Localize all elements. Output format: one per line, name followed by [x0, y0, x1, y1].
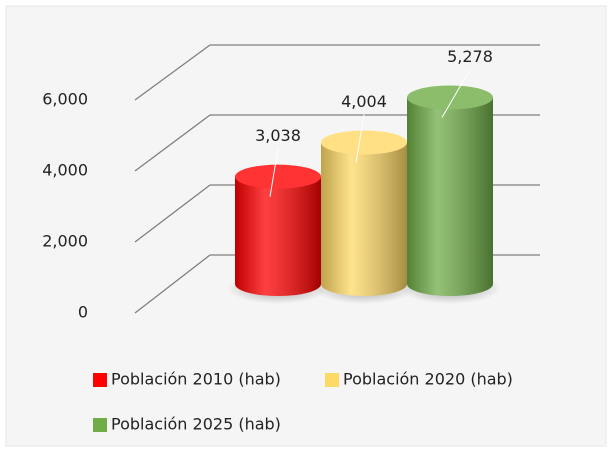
grid-line: [134, 44, 211, 101]
leader-line: [269, 148, 279, 197]
legend-label: Población 2025 (hab): [111, 415, 281, 434]
legend-swatch: [93, 373, 107, 387]
legend-label: Población 2010 (hab): [111, 370, 281, 389]
data-label: 5,278: [447, 47, 493, 66]
leader-line: [355, 114, 365, 163]
bar-top-highlight: [321, 130, 407, 155]
bar-top-highlight: [235, 164, 321, 189]
bar-shading: [235, 176, 321, 296]
legend-swatch: [325, 373, 339, 387]
bar-top-highlight: [407, 85, 493, 110]
bar-top: [235, 164, 321, 189]
grid-line: [134, 114, 211, 172]
legend-swatch: [93, 418, 107, 432]
legend-label: Población 2020 (hab): [343, 370, 513, 389]
bar-top: [407, 85, 493, 110]
y-tick-label: 0: [78, 303, 88, 322]
bar-top: [321, 130, 407, 155]
y-tick-label: 6,000: [42, 90, 88, 109]
y-tick-label: 4,000: [42, 161, 88, 180]
y-tick-label: 2,000: [42, 232, 88, 251]
leader-line: [441, 69, 471, 118]
data-label: 3,038: [255, 126, 301, 145]
grid-line: [134, 254, 211, 314]
grid-line: [134, 184, 211, 243]
bar-shading: [407, 97, 493, 296]
data-label: 4,004: [341, 92, 387, 111]
bar-shading: [321, 142, 407, 296]
